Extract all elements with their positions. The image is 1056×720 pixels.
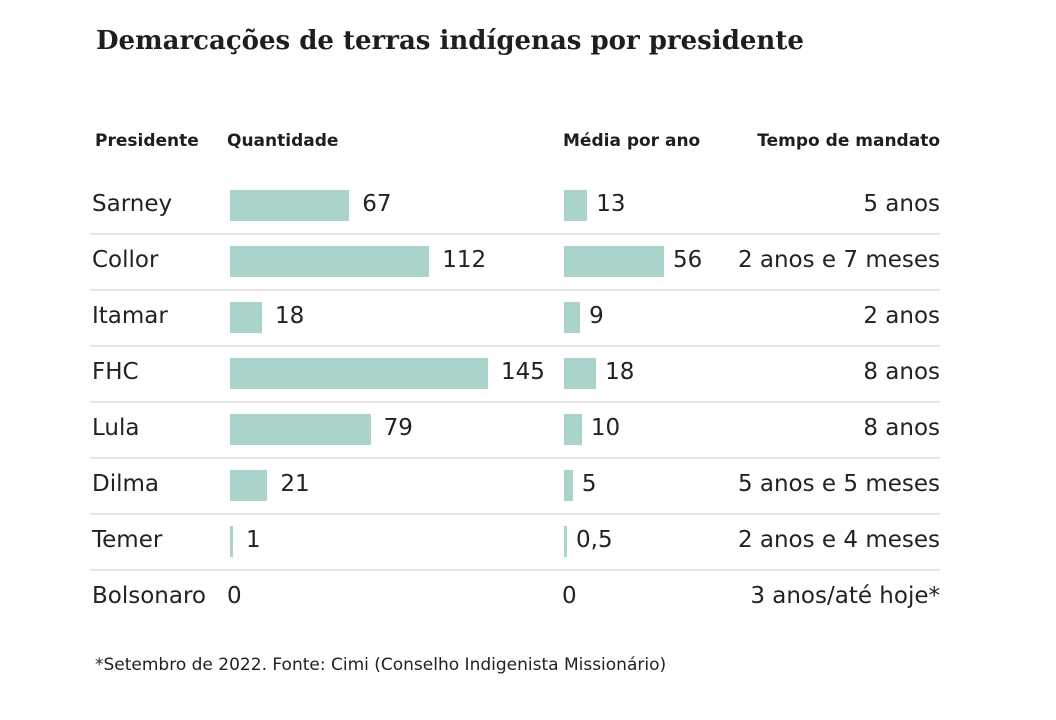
- quantity-bar: [230, 526, 233, 557]
- tenure-value: 2 anos e 4 meses: [737, 527, 940, 553]
- quantity-bar: [230, 190, 350, 221]
- average-bar: [564, 246, 664, 277]
- average-value-label: 0,5: [576, 527, 613, 553]
- average-value-label: 13: [596, 191, 626, 217]
- row-separator: [90, 345, 940, 347]
- average-value-label: 5: [581, 471, 597, 497]
- tenure-value: 3 anos/até hoje*: [750, 583, 940, 609]
- quantity-value-label: 21: [280, 471, 310, 497]
- president-name: Dilma: [92, 471, 159, 497]
- president-name: Collor: [92, 247, 159, 273]
- average-bar: [564, 526, 567, 557]
- row-separator: [90, 569, 940, 571]
- row-separator: [90, 289, 940, 291]
- president-name: Itamar: [92, 303, 168, 329]
- average-bar: [564, 358, 597, 389]
- quantity-bar: [230, 470, 268, 501]
- tenure-value: 8 anos: [863, 415, 940, 441]
- president-name: Bolsonaro: [92, 583, 206, 609]
- footnote: *Setembro de 2022. Fonte: Cimi (Conselho…: [95, 655, 667, 675]
- row-separator: [90, 457, 940, 459]
- tenure-value: 5 anos e 5 meses: [737, 471, 940, 497]
- tenure-value: 2 anos: [863, 303, 940, 329]
- quantity-bar: [230, 246, 430, 277]
- column-header-president: Presidente: [95, 131, 199, 151]
- quantity-value-label: 112: [442, 247, 487, 273]
- average-value-label: 9: [589, 303, 604, 329]
- average-value-label: 18: [605, 359, 635, 385]
- quantity-bar: [230, 414, 371, 445]
- column-header-quantity: Quantidade: [227, 131, 339, 151]
- column-header-tenure: Tempo de mandato: [757, 131, 940, 151]
- row-separator: [90, 513, 940, 515]
- president-name: Sarney: [92, 191, 173, 217]
- tenure-value: 5 anos: [863, 191, 940, 217]
- average-value-label: 56: [673, 247, 703, 273]
- president-name: Temer: [92, 527, 163, 553]
- row-separator: [90, 401, 940, 403]
- quantity-value-label: 18: [275, 303, 305, 329]
- quantity-value-label: 79: [383, 415, 413, 441]
- average-bar: [564, 414, 582, 445]
- tenure-value: 8 anos: [863, 359, 940, 385]
- president-name: Lula: [92, 415, 140, 441]
- average-bar: [564, 302, 581, 333]
- president-name: FHC: [92, 359, 139, 385]
- average-value-label: 10: [590, 415, 621, 441]
- quantity-bar: [230, 358, 488, 389]
- quantity-value-label: 145: [501, 359, 545, 385]
- row-separator: [90, 233, 940, 235]
- quantity-value-label: 0: [227, 583, 242, 609]
- quantity-bar: [230, 302, 263, 333]
- quantity-value-label: 1: [246, 527, 261, 553]
- quantity-value-label: 67: [362, 191, 392, 217]
- column-header-average-per-year: Média por ano: [563, 131, 701, 151]
- average-bar: [564, 470, 573, 501]
- tenure-value: 2 anos e 7 meses: [737, 247, 940, 273]
- average-value-label: 0: [562, 583, 577, 609]
- average-bar: [564, 190, 588, 221]
- chart-title: Demarcações de terras indígenas por pres…: [96, 26, 804, 56]
